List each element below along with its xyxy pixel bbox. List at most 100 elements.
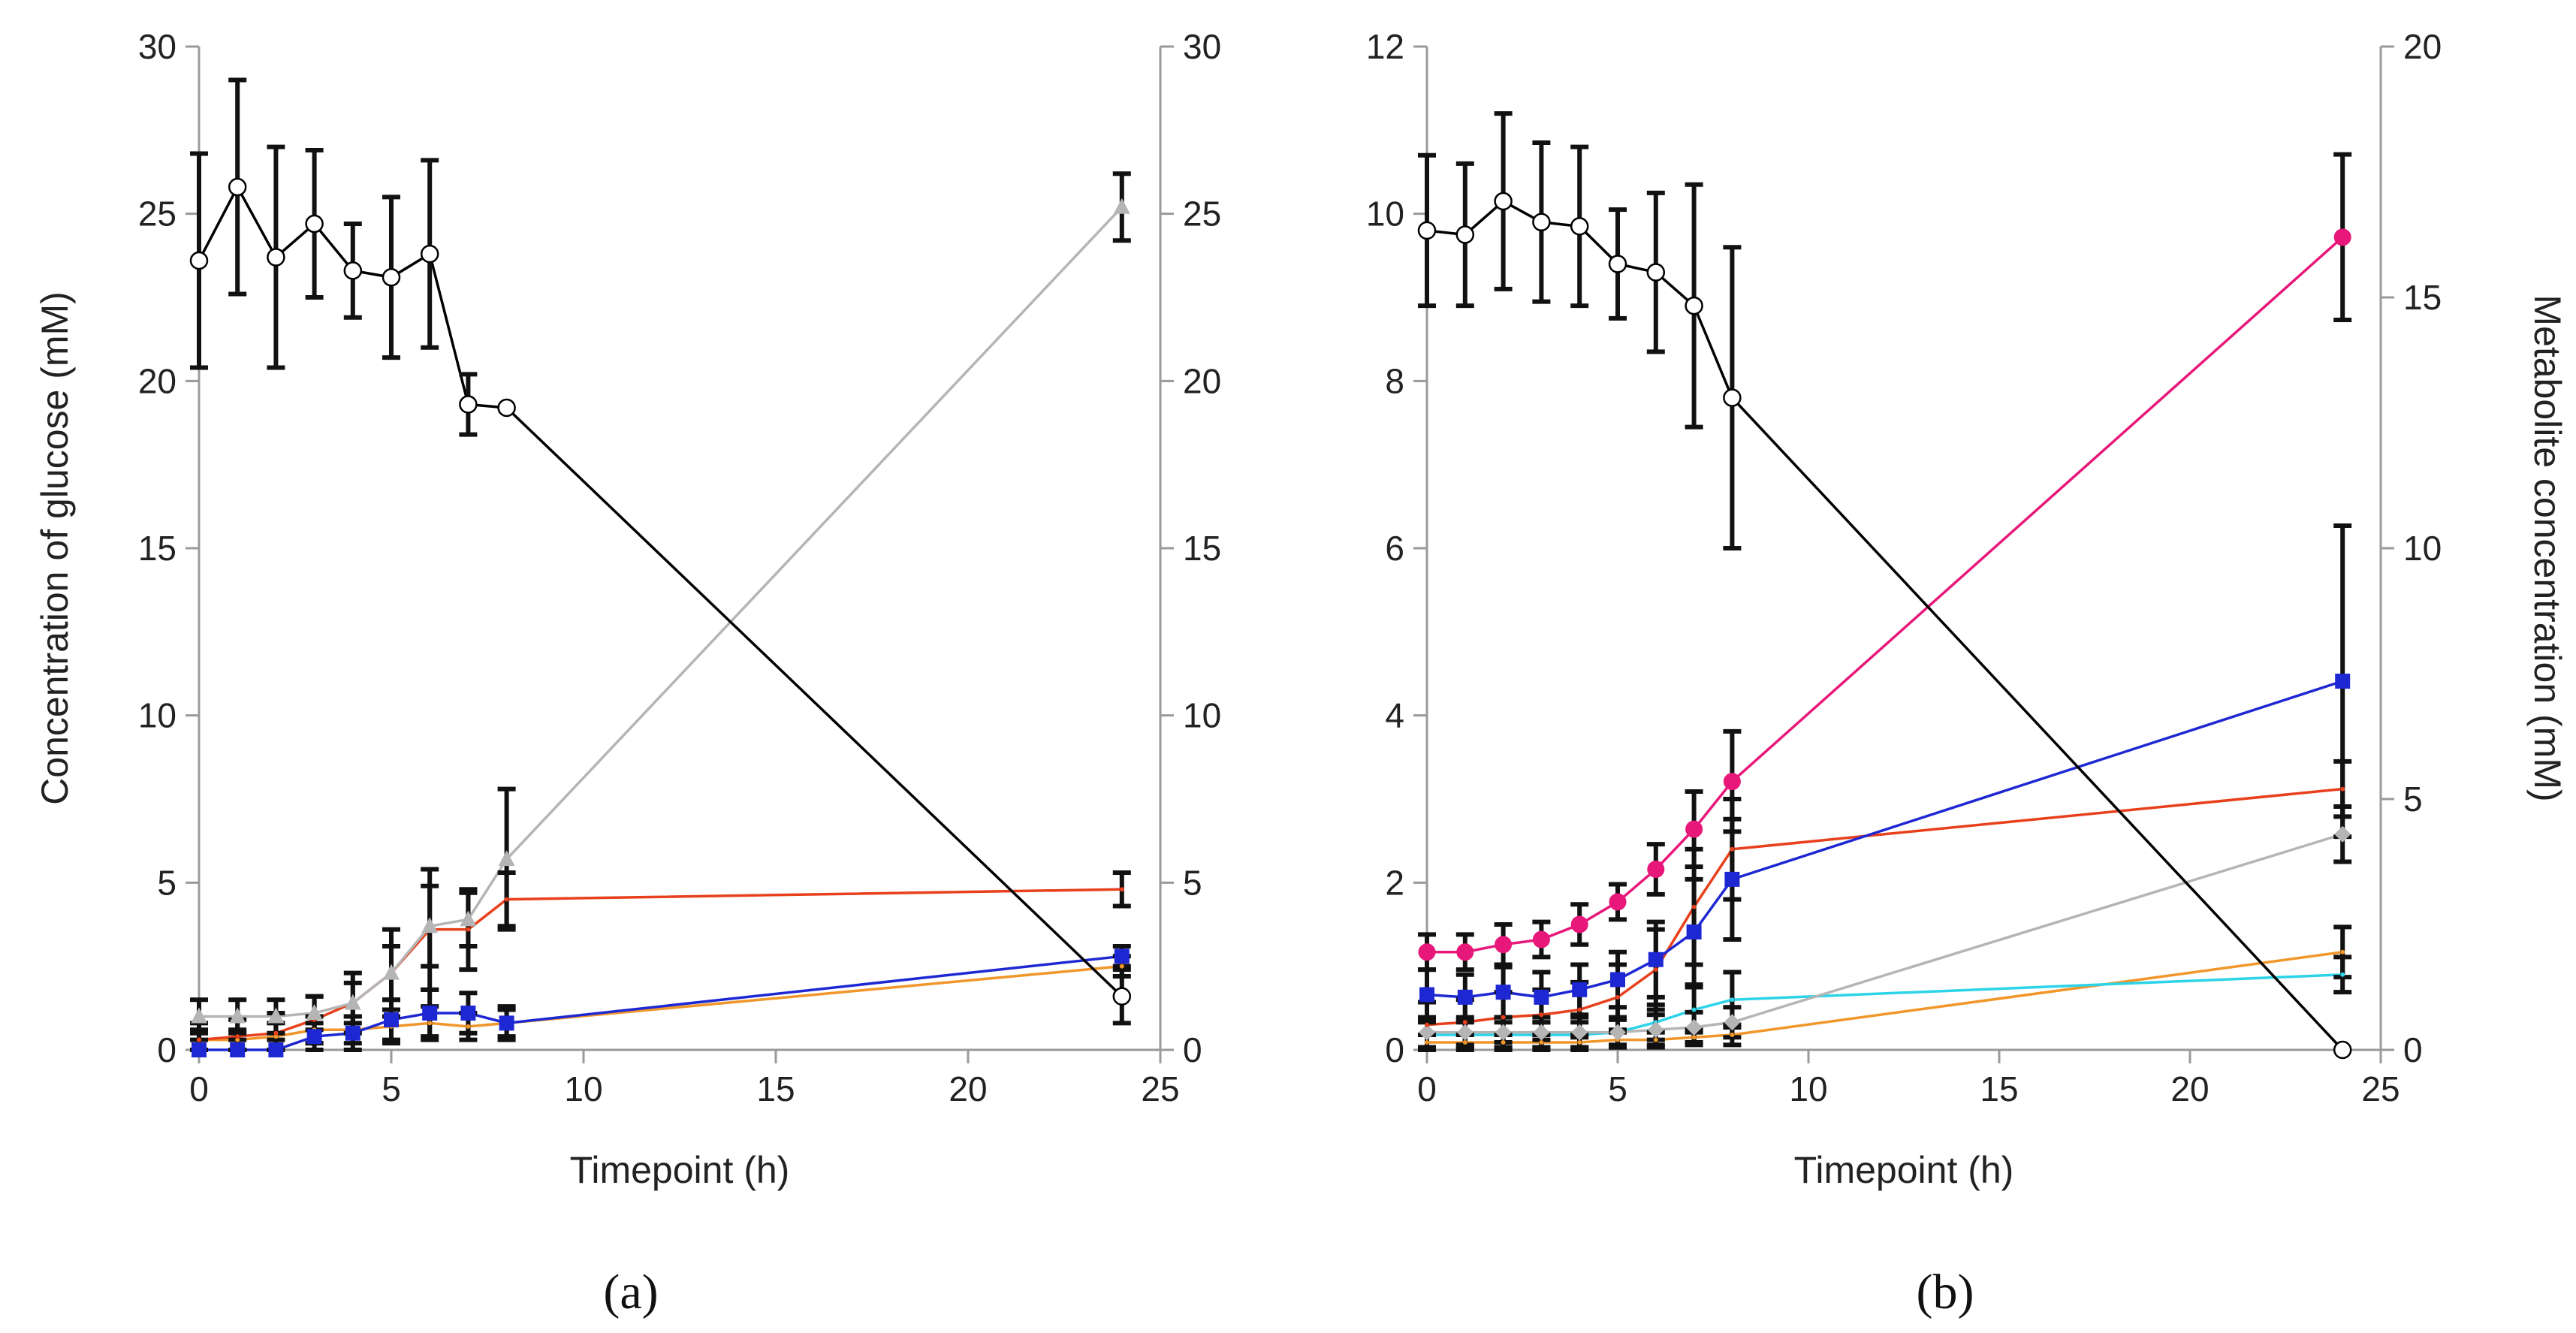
data-point-grey-metabolite xyxy=(1647,1021,1664,1039)
panel-label: (b) xyxy=(1917,1265,1974,1319)
x-tick-label: 0 xyxy=(1417,1069,1437,1108)
y-left-tick-label: 0 xyxy=(1385,1030,1404,1069)
x-tick-label: 25 xyxy=(1141,1069,1179,1108)
data-point-grey-metabolite xyxy=(1724,1014,1741,1031)
data-point-red-metabolite xyxy=(1577,1007,1582,1012)
data-point-blue-metabolite xyxy=(499,1015,514,1031)
data-point-glucose xyxy=(305,214,324,234)
y-right-tick-label: 10 xyxy=(2403,529,2442,568)
data-point-orange-metabolite xyxy=(466,1024,471,1029)
x-tick-label: 10 xyxy=(1789,1069,1827,1108)
data-point-glucose xyxy=(1417,221,1437,240)
data-point-blue-metabolite xyxy=(306,1029,322,1045)
y-axis-right-title: Metabolite concentration (mM) xyxy=(2526,294,2568,801)
data-point-grey-metabolite xyxy=(1113,198,1130,214)
data-point-blue-metabolite xyxy=(384,1012,399,1027)
data-point-blue-metabolite xyxy=(1419,987,1434,1003)
chart-panel-a: 0 5 10 15 20 25051015202530051015202530Timepo… xyxy=(34,27,1221,1319)
data-point-orange-metabolite xyxy=(273,1034,279,1039)
data-point-grey-metabolite xyxy=(344,994,361,1010)
data-point-grey-metabolite xyxy=(498,850,515,867)
x-tick-label: 10 xyxy=(564,1069,602,1108)
data-point-grey-metabolite xyxy=(421,917,439,933)
data-point-glucose xyxy=(189,251,209,270)
data-point-glucose xyxy=(1570,217,1589,236)
data-point-grey-metabolite xyxy=(267,1007,285,1024)
data-point-red-metabolite xyxy=(1425,1022,1429,1027)
data-point-red-metabolite xyxy=(1730,846,1735,852)
y-left-tick-label: 5 xyxy=(157,863,176,902)
y-left-tick-label: 15 xyxy=(138,529,176,568)
y-right-tick-label: 0 xyxy=(1183,1030,1202,1069)
y-left-tick-label: 4 xyxy=(1385,696,1404,735)
y-left-tick-label: 25 xyxy=(138,195,176,234)
data-point-blue-metabolite xyxy=(1534,989,1549,1005)
data-point-red-metabolite xyxy=(504,897,509,902)
data-point-glucose xyxy=(1455,225,1475,244)
data-point-blue-metabolite xyxy=(1648,951,1664,967)
data-point-orange-metabolite xyxy=(1691,1035,1697,1040)
y-left-tick-label: 10 xyxy=(1366,195,1404,234)
series-line-blue-metabolite xyxy=(1426,680,2343,999)
data-point-red-metabolite xyxy=(1653,967,1658,973)
data-point-blue-metabolite xyxy=(1114,948,1130,964)
data-point-pink-metabolite xyxy=(2333,228,2351,246)
y-left-tick-label: 6 xyxy=(1385,529,1404,568)
data-point-grey-metabolite xyxy=(1533,1024,1550,1041)
data-point-red-metabolite xyxy=(466,927,471,932)
data-point-pink-metabolite xyxy=(1570,915,1588,933)
x-tick-label: 15 xyxy=(756,1069,795,1108)
data-point-blue-metabolite xyxy=(1610,972,1625,988)
data-point-glucose xyxy=(343,261,363,280)
series-line-cyan-metabolite xyxy=(1427,973,2343,1036)
series-line-glucose xyxy=(1426,199,2344,1051)
x-axis-title: Timepoint (h) xyxy=(570,1149,790,1191)
data-point-grey-metabolite xyxy=(383,964,400,980)
y-right-tick-label: 25 xyxy=(1183,195,1221,234)
y-left-tick-label: 30 xyxy=(138,27,176,66)
data-point-blue-metabolite xyxy=(268,1042,284,1057)
data-point-orange-metabolite xyxy=(1425,1039,1429,1045)
data-point-glucose xyxy=(497,398,516,418)
data-point-blue-metabolite xyxy=(1457,989,1473,1005)
series-line-blue-metabolite xyxy=(199,955,1122,1051)
x-tick-label: 20 xyxy=(2170,1069,2209,1108)
data-point-pink-metabolite xyxy=(1685,820,1703,838)
series-line-pink-metabolite xyxy=(1427,236,2344,954)
data-point-orange-metabolite xyxy=(2340,949,2345,955)
data-point-blue-metabolite xyxy=(230,1042,246,1057)
data-point-orange-metabolite xyxy=(427,1021,433,1026)
x-tick-label: 15 xyxy=(1980,1069,2018,1108)
data-point-grey-metabolite xyxy=(191,1007,207,1024)
data-point-cyan-metabolite xyxy=(2340,972,2345,977)
data-point-glucose xyxy=(1646,263,1666,282)
data-point-glucose xyxy=(1494,192,1513,211)
data-point-pink-metabolite xyxy=(1609,893,1627,911)
data-point-blue-metabolite xyxy=(2335,674,2351,689)
y-axis-left-title: Concentration of glucose (mM) xyxy=(34,291,76,805)
data-point-grey-metabolite xyxy=(1685,1018,1703,1036)
data-point-blue-metabolite xyxy=(1686,924,1702,940)
data-point-glucose xyxy=(459,395,478,414)
data-point-glucose xyxy=(420,244,439,264)
series-line-orange-metabolite xyxy=(1427,951,2343,1044)
y-left-tick-label: 2 xyxy=(1385,863,1404,902)
data-point-grey-metabolite xyxy=(1419,1024,1435,1041)
data-point-grey-metabolite xyxy=(1609,1024,1626,1041)
data-point-blue-metabolite xyxy=(345,1025,360,1041)
y-left-tick-label: 20 xyxy=(138,361,176,400)
y-left-tick-label: 0 xyxy=(157,1030,176,1069)
x-tick-label: 20 xyxy=(949,1069,987,1108)
data-point-glucose xyxy=(267,248,285,267)
y-right-tick-label: 15 xyxy=(2403,278,2442,317)
data-point-blue-metabolite xyxy=(192,1042,207,1057)
data-point-pink-metabolite xyxy=(1723,773,1741,791)
data-point-glucose xyxy=(228,177,247,197)
data-point-glucose xyxy=(1608,255,1627,273)
y-left-tick-label: 8 xyxy=(1385,361,1404,400)
series-line-grey-metabolite xyxy=(199,206,1124,1018)
y-right-tick-label: 5 xyxy=(1183,863,1202,902)
data-point-blue-metabolite xyxy=(460,1006,476,1021)
data-point-blue-metabolite xyxy=(1495,985,1511,1000)
data-point-pink-metabolite xyxy=(1456,943,1474,961)
